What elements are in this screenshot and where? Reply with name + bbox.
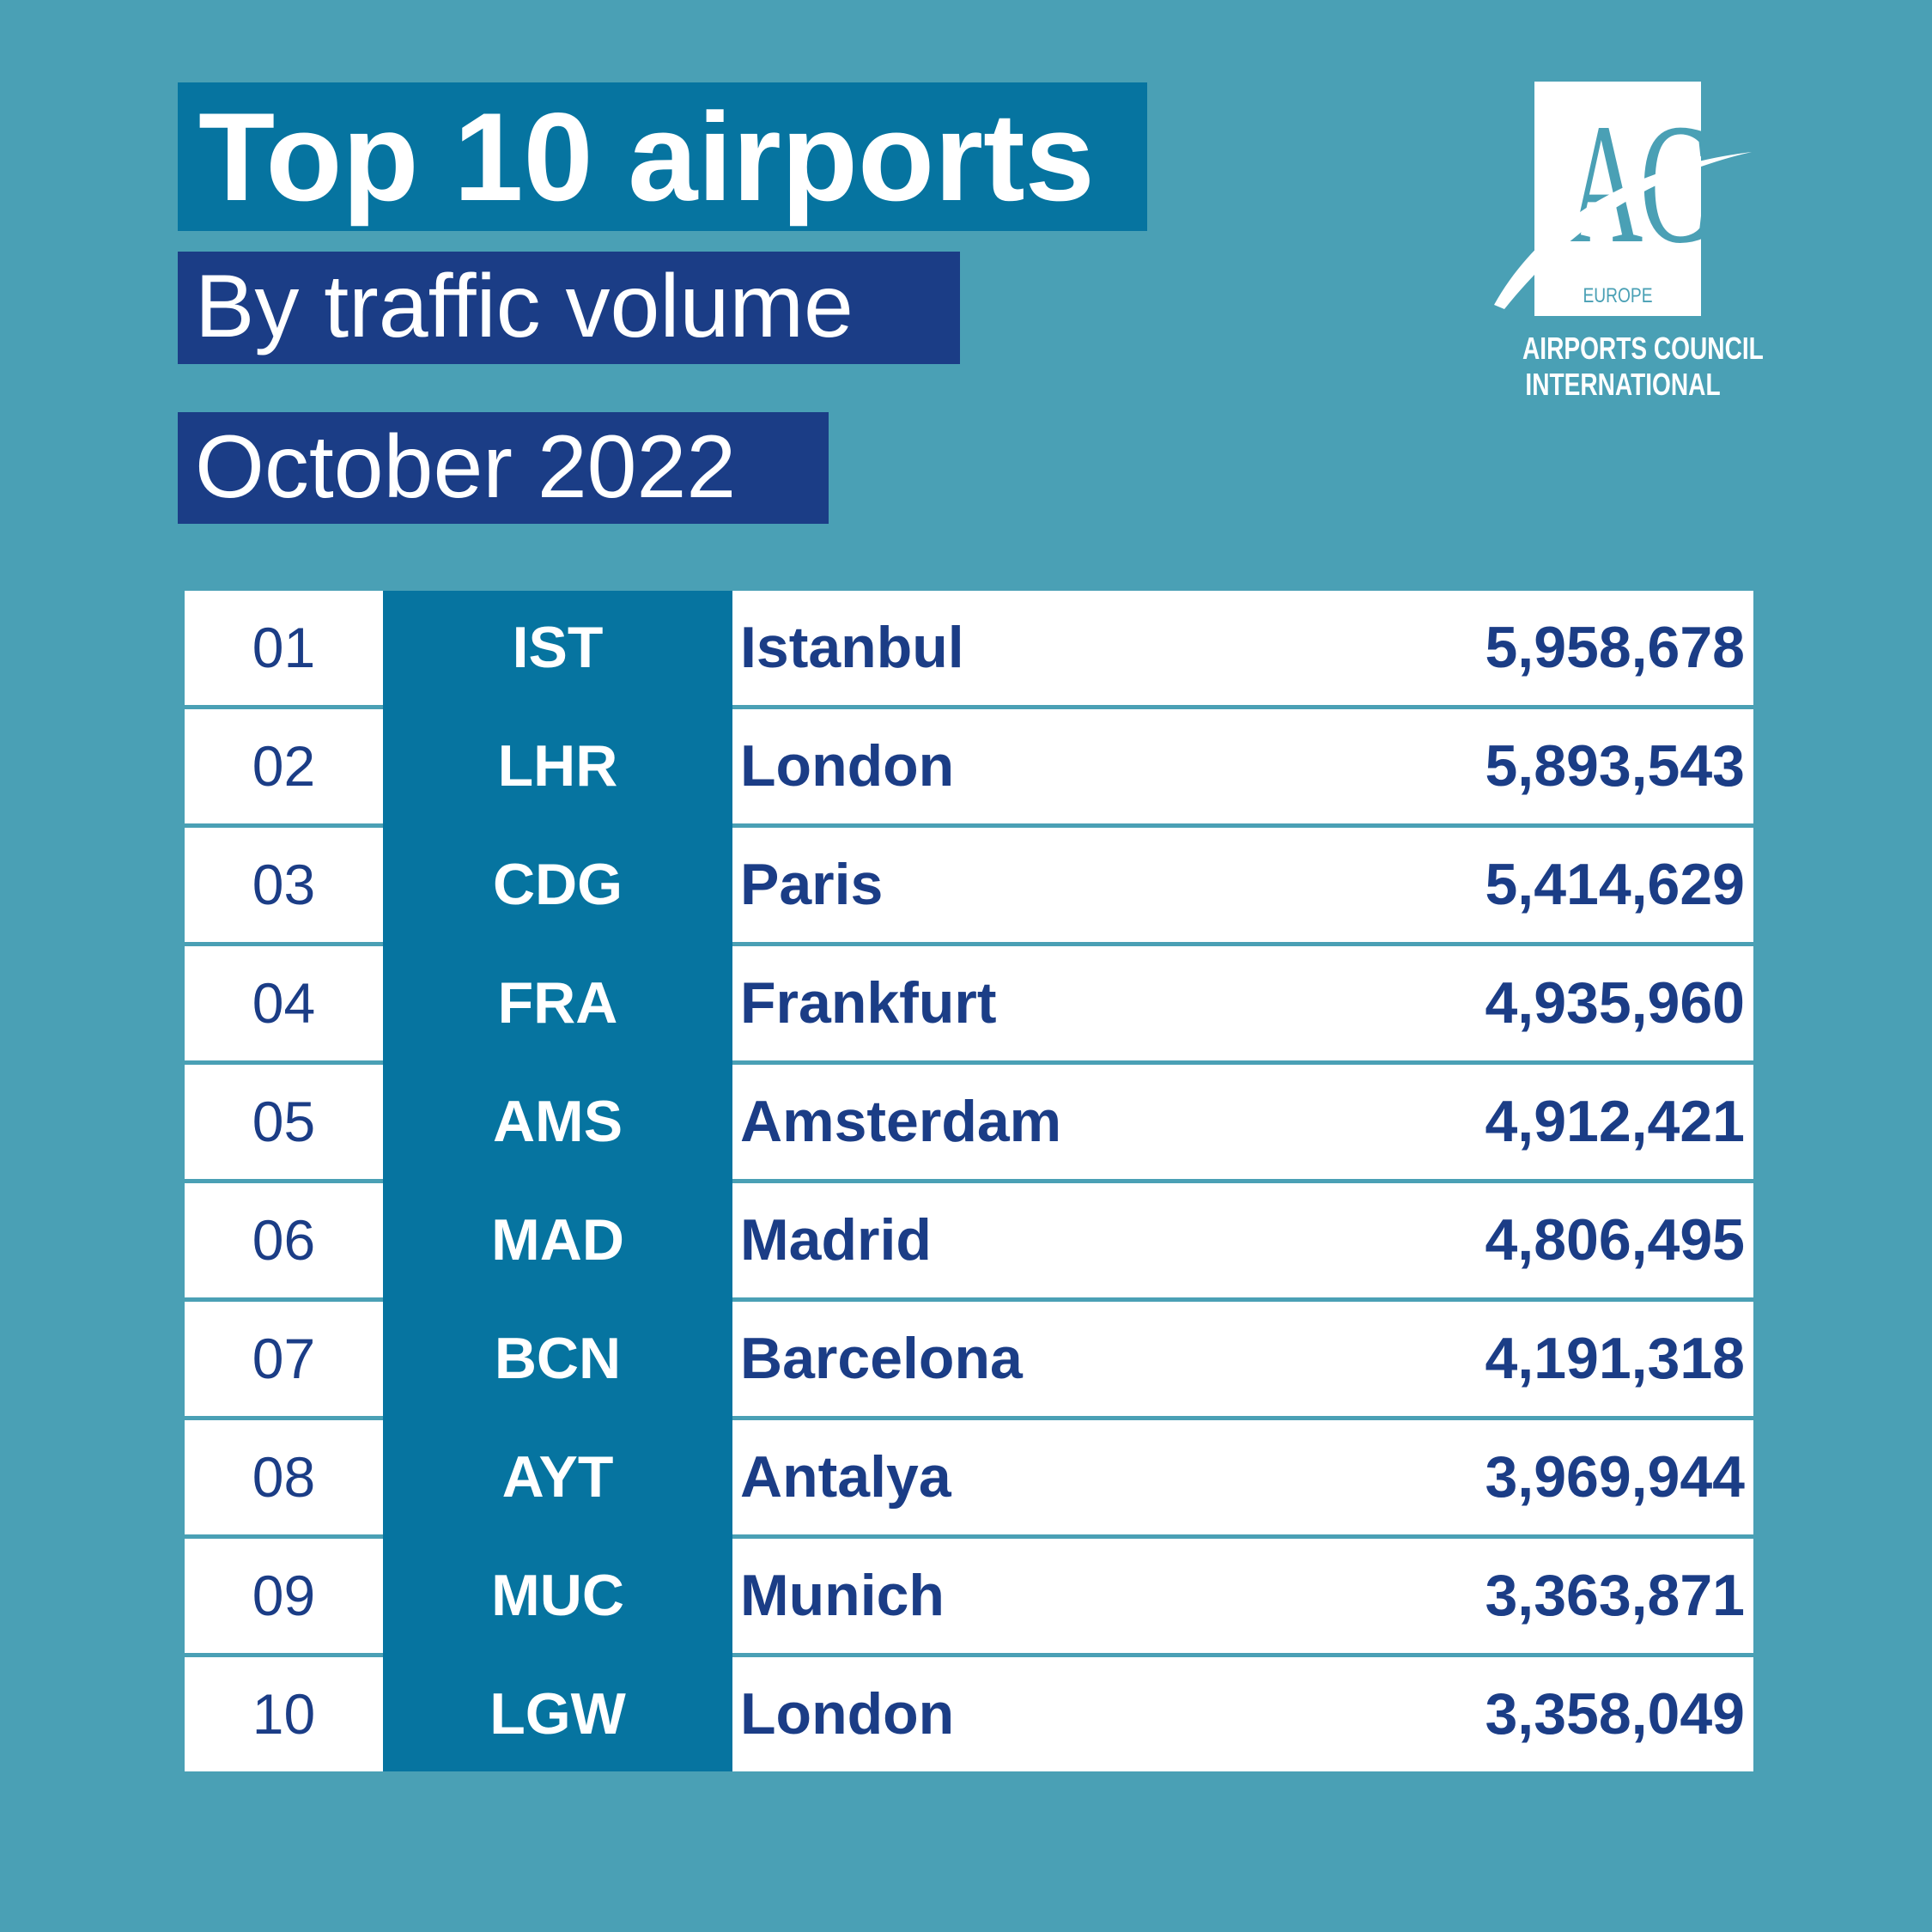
city-cell: Barcelona [740, 1326, 1023, 1391]
city-cell: Frankfurt [740, 970, 997, 1036]
logo-text-line1: AIRPORTS COUNCIL [1522, 331, 1764, 366]
rank-cell: 03 [252, 853, 316, 916]
city-cell: Munich [740, 1563, 945, 1628]
table-row: 07 BCN Barcelona 4,191,318 [185, 1302, 1753, 1420]
logo-swoosh-icon [1494, 152, 1752, 309]
rank-cell: 07 [252, 1327, 316, 1390]
airport-code-cell: AMS [383, 1065, 732, 1183]
page-subtitle: By traffic volume [178, 252, 960, 364]
airport-code-cell: LHR [383, 709, 732, 828]
airport-code-cell: FRA [383, 946, 732, 1065]
airport-code-cell: AYT [383, 1420, 732, 1539]
table-row: 09 MUC Munich 3,363,871 [185, 1539, 1753, 1657]
airport-code-cell: MUC [383, 1539, 732, 1657]
traffic-value-cell: 4,191,318 [1485, 1326, 1745, 1391]
table-row: 06 MAD Madrid 4,806,495 [185, 1183, 1753, 1302]
rank-cell: 10 [252, 1682, 316, 1746]
period-label: October 2022 [178, 412, 829, 524]
traffic-value-cell: 5,958,678 [1485, 615, 1745, 680]
logo-text-line2: INTERNATIONAL [1525, 367, 1721, 402]
airport-code-cell: MAD [383, 1183, 732, 1302]
traffic-value-cell: 3,363,871 [1485, 1563, 1745, 1628]
traffic-value-cell: 3,358,049 [1485, 1681, 1745, 1747]
logo-region: EUROPE [1583, 284, 1653, 307]
city-cell: Madrid [740, 1207, 932, 1273]
rank-cell: 05 [252, 1090, 316, 1153]
rank-cell: 09 [252, 1564, 316, 1627]
traffic-value-cell: 4,806,495 [1485, 1207, 1745, 1273]
page-title: Top 10 airports [178, 82, 1147, 231]
airport-code-cell: IST [383, 591, 732, 709]
rank-cell: 08 [252, 1445, 316, 1509]
table-row: 08 AYT Antalya 3,969,944 [185, 1420, 1753, 1539]
traffic-value-cell: 3,969,944 [1485, 1444, 1745, 1510]
city-cell: Antalya [740, 1444, 951, 1510]
traffic-value-cell: 4,935,960 [1485, 970, 1745, 1036]
airport-code-cell: CDG [383, 828, 732, 946]
airport-code-cell: LGW [383, 1657, 732, 1771]
airport-code-cell: BCN [383, 1302, 732, 1420]
city-cell: Istanbul [740, 615, 964, 680]
aci-europe-logo: ACI EUROPE AIRPORTS COUNCIL INTERNATIONA… [1494, 82, 1764, 412]
rank-cell: 04 [252, 971, 316, 1035]
table-row: 05 AMS Amsterdam 4,912,421 [185, 1065, 1753, 1183]
table-row: 01 IST Istanbul 5,958,678 [185, 591, 1753, 709]
traffic-value-cell: 5,414,629 [1485, 852, 1745, 917]
city-cell: Amsterdam [740, 1089, 1062, 1154]
table-row: 02 LHR London 5,893,543 [185, 709, 1753, 828]
rank-cell: 01 [252, 616, 316, 679]
city-cell: London [740, 1681, 955, 1747]
rank-cell: 06 [252, 1208, 316, 1272]
ranking-table: 01 IST Istanbul 5,958,678 02 LHR London 5,893,5… [185, 591, 1753, 1776]
table-row: 03 CDG Paris 5,414,629 [185, 828, 1753, 946]
traffic-value-cell: 4,912,421 [1485, 1089, 1745, 1154]
table-row: 04 FRA Frankfurt 4,935,960 [185, 946, 1753, 1065]
city-cell: London [740, 733, 955, 799]
city-cell: Paris [740, 852, 884, 917]
traffic-value-cell: 5,893,543 [1485, 733, 1745, 799]
logo-text: AIRPORTS COUNCIL INTERNATIONAL [1522, 331, 1764, 403]
table-row: 10 LGW London 3,358,049 [185, 1657, 1753, 1771]
rank-cell: 02 [252, 734, 316, 798]
